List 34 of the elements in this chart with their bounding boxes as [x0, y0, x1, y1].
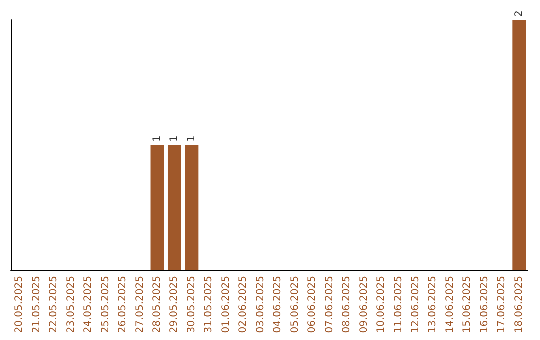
x-tick-label: 01.06.2025 — [220, 276, 232, 334]
x-tick-label: 03.06.2025 — [255, 276, 266, 334]
x-tick-label: 10.06.2025 — [376, 276, 388, 334]
x-tick-label: 04.06.2025 — [272, 276, 284, 334]
x-tick-label: 21.05.2025 — [31, 276, 42, 334]
x-tick-label: 26.05.2025 — [118, 276, 129, 334]
x-tick-label: 27.05.2025 — [134, 276, 146, 334]
x-tick-label: 28.05.2025 — [152, 276, 163, 334]
x-tick-label: 09.06.2025 — [358, 276, 370, 334]
x-tick-label: 02.06.2025 — [238, 276, 250, 334]
x-tick-label: 11.06.2025 — [393, 276, 404, 334]
x-tick-label: 18.06.2025 — [514, 276, 525, 334]
x-tick-label: 05.06.2025 — [290, 276, 301, 334]
x-tick-label: 15.06.2025 — [462, 276, 474, 334]
x-tick-label: 06.06.2025 — [307, 276, 318, 334]
x-tick-label: 30.05.2025 — [186, 276, 198, 334]
x-tick-label: 13.06.2025 — [428, 276, 439, 334]
x-tick-label: 16.06.2025 — [479, 276, 490, 334]
x-tick-label: 20.05.2025 — [14, 276, 26, 334]
x-tick-label: 17.06.2025 — [496, 276, 508, 334]
x-tick-label: 08.06.2025 — [342, 276, 353, 334]
x-tick-label: 24.05.2025 — [83, 276, 94, 334]
x-tick-label: 23.05.2025 — [66, 276, 77, 334]
data-label: 2 — [514, 10, 525, 17]
x-tick-label: 31.05.2025 — [204, 276, 215, 334]
x-tick-label: 07.06.2025 — [324, 276, 336, 334]
x-tick-label: 25.05.2025 — [100, 276, 112, 334]
data-label: 1 — [186, 136, 198, 142]
x-tick-label: 22.05.2025 — [48, 276, 60, 334]
x-tick-label: 12.06.2025 — [410, 276, 422, 334]
data-label: 1 — [152, 136, 163, 142]
x-tick-label: 14.06.2025 — [444, 276, 456, 334]
data-label: 1 — [169, 136, 180, 142]
x-tick-label: 29.05.2025 — [169, 276, 180, 334]
